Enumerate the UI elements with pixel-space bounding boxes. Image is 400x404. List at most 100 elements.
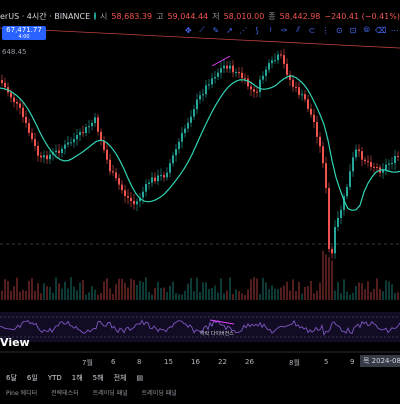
candle-body [37,145,39,156]
x-tick-9: 8 [137,358,142,366]
candle-body [199,95,201,100]
magnet-icon[interactable]: ⊂ [308,25,316,35]
volume-bar [34,290,36,300]
channel-icon[interactable]: ⫽ [296,25,300,34]
candle-body [46,155,48,160]
volume-bar [274,288,276,300]
candle-body [277,54,279,61]
high-value: 59,044.44 [167,11,209,21]
candle-body [34,139,36,146]
fib-icon[interactable]: ⋰ [239,25,248,35]
candle-body [340,209,342,218]
price-pill[interactable]: 67,471.77 4:00 [2,26,46,40]
candle-body [253,89,255,92]
range-5y[interactable]: 5해 [92,374,104,382]
volume-bar [118,278,120,300]
candle-body [133,200,135,205]
volume-bar [106,278,108,300]
candle-body [244,78,246,80]
candle-body [265,69,267,76]
candle-body [151,177,153,183]
candle-body [394,156,396,164]
text-icon[interactable]: ✑ [281,25,288,35]
x-tick-8: 6 [111,358,116,366]
volume-bar [64,281,66,300]
candle-body [298,87,300,95]
volume-bar [133,280,135,300]
x-tick-15: 15 [164,358,173,366]
volume-bar [100,293,102,300]
candle-body [103,140,105,150]
lock-icon[interactable]: ⊡ [349,25,357,35]
volume-bar [337,281,339,300]
volume-bar [49,287,51,300]
volume-bar [145,277,147,300]
candle-body [160,175,162,177]
volume-bar [199,292,201,300]
candle-body [58,150,60,154]
range-1y[interactable]: 1해 [71,374,83,382]
trendline-icon[interactable]: ⟋ [199,25,205,34]
candle-body [124,190,126,196]
candle-body [223,65,225,69]
volume-bar [352,292,354,300]
volume-bar [166,292,168,300]
range-ytd[interactable]: YTD [47,374,62,382]
volume-bar [331,260,333,300]
volume-bar [124,282,126,300]
volume-bar [217,292,219,300]
range-all[interactable]: 전체 [113,374,127,382]
candle-body [334,227,336,254]
zoom-icon[interactable]: ⊙ [335,25,343,35]
volume-bar [289,290,291,300]
candle-body [343,196,345,210]
ruler-icon[interactable]: ⟊ [269,25,272,34]
volume-bar [235,289,237,300]
brush-icon[interactable]: ✎ [212,25,220,35]
volume-bar [139,280,141,300]
tab-trading-panel-2[interactable]: 트레이딩 패널 [141,390,177,397]
cursor-icon[interactable]: ✥ [185,25,192,35]
candle-body [307,99,309,109]
tab-pine-editor[interactable]: Pine 에디터 [6,390,38,397]
candle-body [91,122,93,127]
trash-icon[interactable]: ⌫ [375,25,387,35]
candle-body [376,167,378,169]
volume-bar [364,289,366,300]
candle-body [154,177,156,182]
candle-body [136,201,138,205]
calendar-icon[interactable]: ▤ [136,374,144,382]
candle-body [274,60,276,62]
volume-bar [154,287,156,300]
range-6d[interactable]: 6일 [26,374,38,382]
volume-bar [157,281,159,300]
tab-trading-panel[interactable]: 트레이딩 패널 [92,390,128,397]
drawing-toolbar: ✥ ⟋ ✎ ↗ ⋰ ⟆ ⟊ ✑ ⫽ ⊂ ⋮ ⊙ ⊡ ⦾ ⌫ ⋯ [183,22,400,38]
volume-bar [73,286,75,300]
volume-bar [211,287,213,300]
candle-body [226,65,228,69]
price-pill-value: 67,471.77 [6,26,42,34]
arrow-icon[interactable]: ↗ [226,25,233,35]
pattern-icon[interactable]: ⟆ [255,25,259,35]
volume-bar [127,287,129,300]
candle-body [289,74,291,80]
range-6m[interactable]: 6달 [6,374,17,382]
volume-bar [208,288,210,300]
volume-bar [91,286,93,300]
tab-strategy-tester[interactable]: 전략테스터 [51,390,79,397]
volume-bar [391,284,393,300]
measure-icon[interactable]: ⋮ [321,25,330,35]
visibility-icon[interactable]: ⦾ [363,25,370,34]
volume-bar [232,294,234,300]
more-icon[interactable]: ⋯ [390,25,399,35]
candle-body [325,163,327,189]
volume-bar [85,294,87,300]
volume-bar [7,280,9,300]
volume-bar [322,250,324,300]
candle-body [349,171,351,187]
volume-bar [52,292,54,300]
candle-body [316,122,318,137]
